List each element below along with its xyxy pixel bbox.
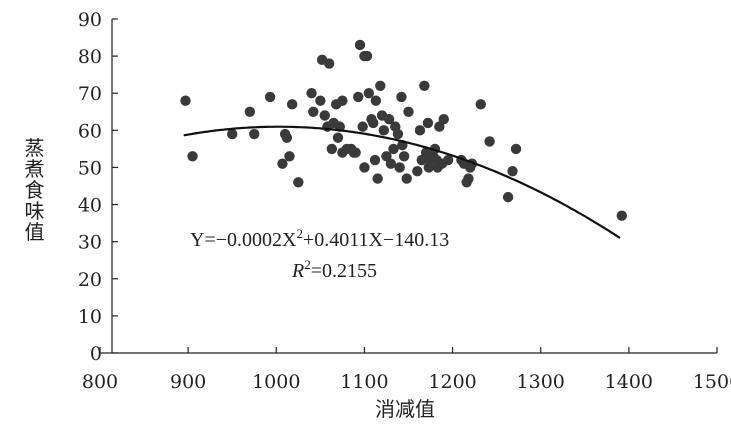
y-tick-label: 60 [78,120,102,142]
data-point [438,114,449,125]
data-point [332,132,344,143]
data-point [375,80,386,92]
x-tick-label: 1200 [428,371,476,393]
data-point [326,143,338,155]
r-squared-label: R2=0.2155 [291,257,377,282]
data-point [419,80,430,92]
data-point [510,143,522,155]
data-point [315,95,326,106]
data-point [398,151,410,162]
data-point [370,95,382,106]
data-point [616,210,628,221]
y-tick-label: 20 [78,269,102,291]
data-point [353,91,364,103]
x-tick-label: 1500 [693,371,731,393]
data-point [293,177,304,188]
equation-label: Y=−0.0002X2+0.4011X−140.13 [190,226,449,251]
data-point [385,158,397,169]
y-tick-label: 30 [78,232,102,254]
data-point [357,121,368,132]
data-point [361,50,373,62]
x-tick-label: 1000 [252,371,300,393]
data-point [507,165,518,177]
data-points [180,39,628,221]
data-point [337,95,348,106]
y-tick-label: 40 [78,195,102,217]
data-point [412,165,423,177]
data-point [277,158,288,169]
data-point [394,162,405,173]
data-point [187,151,198,162]
data-point [350,147,361,158]
y-tick-label: 90 [78,9,102,31]
x-axis-title: 消减值 [375,397,435,421]
data-point [363,88,375,99]
data-point [403,106,414,117]
data-point [264,91,276,103]
data-point [388,143,399,155]
data-point [422,117,434,129]
data-point [281,132,293,143]
data-point [475,99,486,110]
data-point [369,154,381,166]
data-point [306,88,317,99]
data-point [396,91,407,103]
data-point [368,117,379,129]
y-tick-label: 50 [78,157,102,179]
data-point [323,58,335,69]
x-tick-label: 800 [82,371,118,393]
data-point [502,191,514,203]
x-tick-label: 900 [170,371,206,393]
data-point [286,99,298,110]
data-point [227,128,238,140]
data-point [180,95,191,106]
y-tick-label: 10 [78,306,102,328]
data-point [484,136,495,147]
data-point [414,125,426,136]
x-tick-label: 1100 [340,371,388,393]
data-point [308,106,319,117]
data-point [319,110,330,121]
y-tick-label: 0 [90,343,102,365]
data-point [383,114,395,125]
data-point [378,125,390,136]
data-point [284,151,295,162]
data-point [463,173,474,184]
y-axis-title: 蒸煮食味值 [21,137,45,242]
data-point [249,128,260,140]
x-tick-label: 1300 [517,371,565,393]
fit-curve-layer [183,125,621,239]
data-point [442,154,454,166]
y-tick-label: 70 [78,83,102,105]
data-point [372,173,383,184]
data-point [392,128,404,140]
data-point [359,162,370,173]
data-point [401,173,412,184]
y-tick-label: 80 [78,46,102,68]
x-tick-label: 1400 [605,371,653,393]
data-point [244,106,256,117]
data-point [354,39,366,51]
fit-curve [183,125,621,239]
axes: 0 10 20 30 40 50 60 70 80 90 800 900 1000 1100 1200 130… [78,9,731,393]
